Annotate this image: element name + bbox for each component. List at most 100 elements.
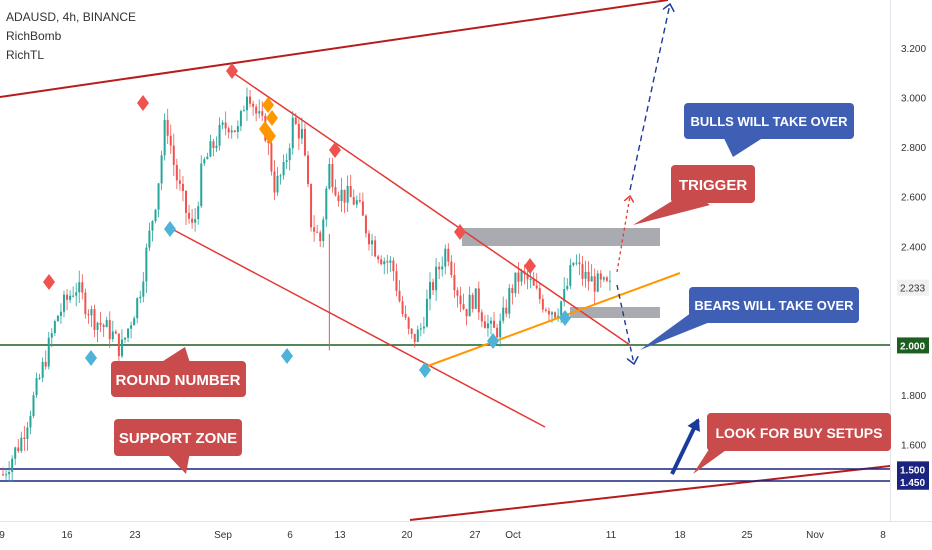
callout-bears[interactable]: BEARS WILL TAKE OVER (640, 287, 859, 350)
candle-body (38, 377, 41, 379)
candle-body (154, 209, 157, 222)
candle-body (563, 289, 566, 302)
candle-body (105, 320, 108, 328)
candle-body (181, 183, 184, 191)
time-tick-label: Nov (806, 530, 824, 541)
candle-body (282, 162, 285, 176)
trigger-dash-arrow (616, 196, 630, 273)
callout-support-box (114, 419, 242, 456)
candle-body (249, 96, 252, 104)
symbol-title[interactable]: ADAUSD, 4h, BINANCE (6, 10, 137, 24)
indicator-richbomb[interactable]: RichBomb (6, 29, 62, 43)
candle-body (386, 261, 389, 263)
price-axis[interactable]: 1.600 1.800 2.400 2.600 2.800 3.000 3.200 (901, 44, 926, 452)
candle-body (188, 212, 191, 219)
candle-body (468, 294, 471, 317)
uptrend-line (424, 272, 681, 368)
candle-body (480, 312, 483, 322)
candle-body (368, 233, 370, 245)
candle-body (233, 130, 236, 132)
pivot-high-marker (137, 95, 149, 111)
callout-round[interactable]: ROUND NUMBER (111, 347, 246, 397)
callout-trigger[interactable]: TRIGGER (633, 165, 755, 225)
candle-body (17, 447, 20, 452)
callout-bears-box (689, 287, 859, 323)
candle-body (252, 103, 255, 107)
candle-body (526, 274, 529, 280)
candle-body (352, 197, 355, 205)
channel-top-line (231, 71, 631, 346)
candle-body (322, 219, 325, 242)
candle-body (404, 313, 407, 318)
price-tick-label: 2.600 (901, 193, 926, 204)
candle-body (136, 298, 139, 319)
candle-body (8, 472, 11, 475)
candle-body (605, 277, 608, 281)
candle-body (291, 117, 294, 149)
price-label-badge (897, 337, 929, 354)
candle-body (236, 126, 239, 132)
candle-body (453, 274, 456, 291)
candle-body (343, 189, 346, 203)
candle-body (456, 290, 459, 296)
candle-body (175, 164, 178, 181)
candle-body (334, 187, 337, 196)
candle-body (496, 327, 499, 338)
candle-body (438, 266, 441, 270)
candle-body (325, 188, 328, 220)
candle-body (56, 315, 59, 322)
candle-body (383, 261, 386, 265)
candle-body (578, 262, 581, 265)
candle-body (471, 294, 474, 309)
candle-body (75, 292, 78, 296)
price-label-badge (897, 473, 929, 490)
candle-body (23, 437, 26, 440)
candle-body (160, 155, 163, 184)
candle-body (246, 96, 248, 111)
candle-body (66, 294, 69, 300)
pivot-high-marker (454, 224, 466, 240)
candle-body (413, 333, 416, 342)
time-tick-label: 13 (334, 530, 346, 541)
candle-body (166, 119, 169, 136)
candle-body (435, 266, 438, 291)
candle-body (328, 164, 331, 189)
callout-support[interactable]: SUPPORT ZONE (114, 419, 242, 474)
price-labels: 2.233 2.000 1.500 1.450 (897, 279, 929, 490)
candle-body (157, 183, 160, 210)
candle-body (462, 304, 465, 310)
candle-body (102, 324, 105, 328)
price-label-text: 1.450 (900, 478, 925, 489)
callout-buy[interactable]: LOOK FOR BUY SETUPS (693, 413, 891, 474)
candle-body (209, 141, 212, 157)
candle-body (81, 282, 84, 293)
candle-body (69, 295, 72, 300)
callout-bulls[interactable]: BULLS WILL TAKE OVER (684, 103, 854, 157)
candle-body (508, 288, 511, 314)
candle-body (371, 240, 374, 245)
candle-body (560, 301, 563, 316)
candle-body (11, 458, 14, 473)
candle-body (380, 259, 383, 265)
callout-support-text: SUPPORT ZONE (119, 430, 237, 447)
candle-body (319, 232, 322, 242)
candle-body (218, 124, 221, 146)
candle-body (465, 309, 468, 317)
candle-body (410, 328, 413, 334)
indicator-richtl[interactable]: RichTL (6, 48, 45, 62)
candle-body (502, 307, 505, 321)
candle-body (340, 189, 343, 202)
candle-body (148, 230, 151, 248)
candle-body (337, 195, 340, 202)
candle-body (133, 318, 136, 326)
time-axis[interactable]: 9 16 23 Sep 6 13 20 27 Oct 11 18 25 Nov 8 (0, 530, 886, 541)
candle-body (297, 123, 300, 139)
candle-body (142, 281, 145, 297)
candle-body (486, 323, 489, 329)
candle-body (127, 328, 130, 338)
candle-body (593, 276, 596, 292)
price-label-text: 2.233 (900, 284, 925, 295)
candle-body (355, 200, 358, 205)
price-tick-label: 1.800 (901, 391, 926, 402)
